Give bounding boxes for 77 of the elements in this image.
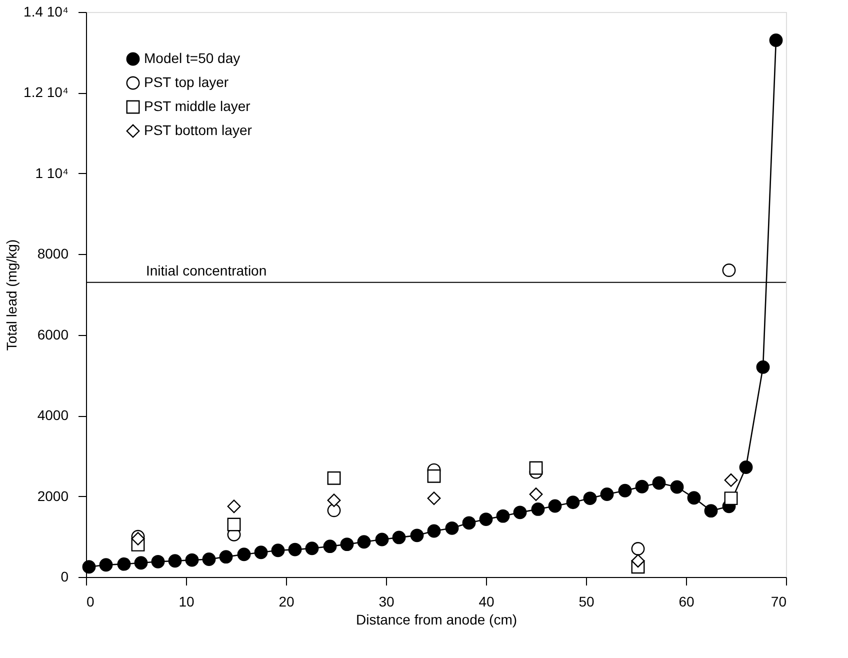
point	[202, 552, 216, 566]
point	[583, 492, 597, 506]
point	[357, 535, 371, 549]
point	[769, 34, 783, 47]
y-tick-label: 2000	[37, 488, 69, 504]
point	[445, 521, 459, 535]
point	[254, 546, 268, 560]
point	[479, 512, 493, 526]
point	[724, 473, 738, 487]
point	[410, 528, 424, 542]
point	[529, 488, 543, 501]
x-tick-label: 30	[378, 594, 394, 610]
point	[392, 530, 406, 544]
point	[631, 542, 645, 556]
point	[722, 264, 736, 277]
point	[327, 494, 341, 508]
point	[756, 360, 770, 374]
x-tick-label: 70	[770, 594, 787, 610]
point	[327, 471, 341, 485]
point	[305, 542, 319, 556]
y-tick-label: 1 10⁴	[35, 164, 68, 181]
point	[462, 516, 476, 530]
point	[185, 553, 199, 567]
point	[427, 492, 441, 506]
y-axis-title: Total lead (mg/kg)	[4, 239, 20, 351]
point	[227, 500, 241, 514]
x-tick-label: 10	[178, 594, 194, 610]
x-tick-label: 50	[578, 594, 594, 610]
legend-label: PST middle layer	[144, 98, 251, 114]
point	[82, 560, 96, 574]
point	[375, 532, 389, 546]
x-tick-label: 20	[278, 594, 294, 610]
point	[670, 480, 684, 494]
point	[704, 504, 718, 518]
point	[631, 554, 645, 568]
point	[227, 518, 241, 532]
point	[618, 484, 632, 498]
x-axis-title: Distance from anode (cm)	[356, 612, 518, 628]
point	[271, 544, 285, 558]
point	[151, 554, 165, 568]
y-tick-label: 1.4 10⁴	[24, 4, 68, 20]
y-tick-label: 0	[60, 568, 69, 584]
point	[531, 502, 545, 516]
point	[600, 488, 614, 501]
point	[548, 499, 562, 513]
x-tick-label: 60	[678, 594, 694, 610]
y-tick-label: 6000	[37, 326, 69, 342]
ref-line-label: Initial concentration	[146, 262, 267, 278]
point	[237, 548, 251, 562]
y-tick-label: 1.2 10⁴	[24, 84, 68, 100]
legend-label: Model t=50 day	[144, 50, 240, 66]
legend-label: PST bottom layer	[144, 122, 252, 138]
point	[496, 509, 510, 523]
legend-label: PST top layer	[144, 74, 229, 90]
point	[513, 506, 527, 520]
point	[327, 504, 341, 518]
point	[529, 461, 543, 475]
point	[739, 460, 753, 474]
point	[323, 540, 337, 554]
point	[340, 538, 354, 552]
x-tick-label: 40	[478, 594, 494, 610]
point	[117, 557, 131, 571]
point	[635, 480, 649, 494]
point	[134, 556, 148, 570]
point	[99, 558, 113, 572]
point	[427, 469, 441, 483]
point	[219, 550, 233, 564]
point	[427, 524, 441, 538]
point	[687, 491, 701, 505]
point	[652, 476, 666, 490]
y-tick-label: 8000	[37, 246, 69, 262]
point	[288, 542, 302, 556]
point	[168, 554, 182, 568]
x-tick-label: 0	[86, 594, 94, 610]
point	[724, 492, 738, 506]
y-tick-label: 4000	[37, 407, 69, 424]
point	[566, 496, 580, 510]
